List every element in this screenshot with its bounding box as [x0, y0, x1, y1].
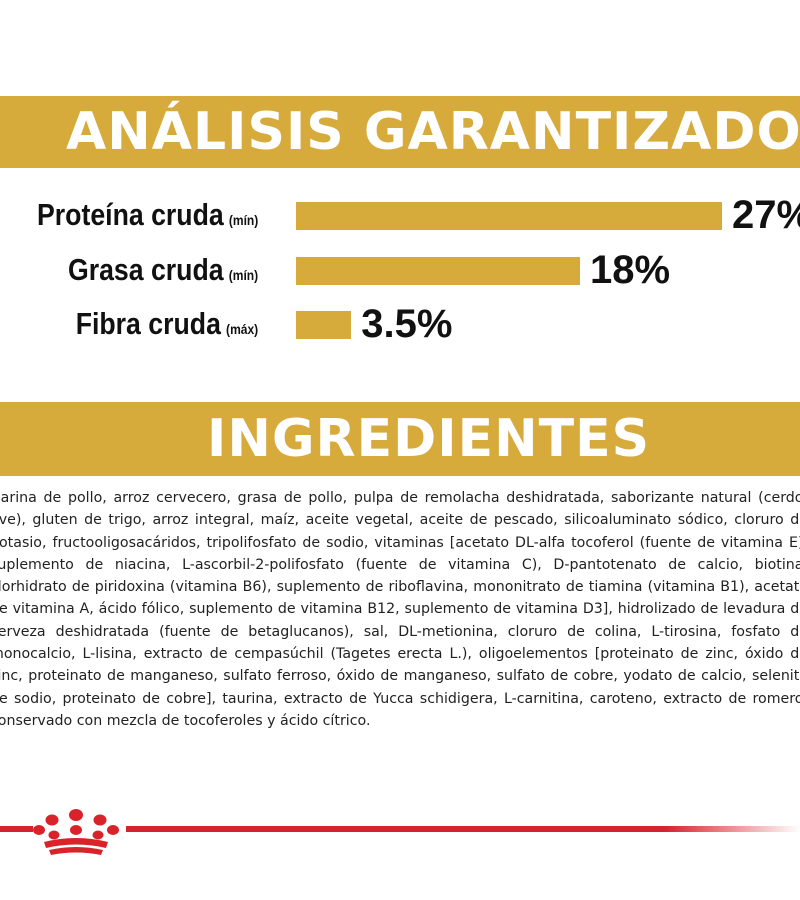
- ingredients-header-banner: INGREDIENTES: [0, 402, 800, 476]
- nutrient-qualifier: (mín): [228, 267, 258, 283]
- nutrient-name: Proteína cruda: [36, 197, 224, 232]
- nutrient-percentage: 18%: [590, 248, 671, 292]
- nutrient-bar: [296, 257, 580, 285]
- nutrient-qualifier: (mín): [228, 212, 258, 228]
- analysis-row-label: Proteína cruda (mín): [37, 195, 258, 241]
- nutrient-bar: [296, 202, 722, 230]
- analysis-row-protein: Proteína cruda(mín) 27%: [0, 195, 800, 235]
- footer-stripe-right: [126, 826, 800, 832]
- nutrient-percentage: 3.5%: [361, 302, 453, 346]
- analysis-title: ANÁLISIS GARANTIZADO: [66, 102, 800, 162]
- nutrient-name: Fibra cruda: [75, 306, 221, 341]
- analysis-row-label: Grasa cruda (mín): [68, 250, 258, 296]
- analysis-header-banner: ANÁLISIS GARANTIZADO: [0, 96, 800, 168]
- nutrient-percentage: 27%: [732, 193, 800, 237]
- royal-canin-crown-icon: [33, 809, 119, 855]
- nutrient-qualifier: (máx): [225, 321, 258, 337]
- footer-stripe-left: [0, 826, 33, 832]
- analysis-row-fiber: Fibra cruda (máx) 3.5%: [0, 304, 800, 344]
- analysis-row-fat: Grasa cruda (mín) 18%: [0, 250, 800, 290]
- ingredients-title: INGREDIENTES: [207, 409, 651, 469]
- nutrient-bar: [296, 311, 352, 339]
- analysis-row-label: Fibra cruda (máx): [76, 304, 258, 350]
- ingredients-list: Harina de pollo, arroz cervecero, grasa …: [0, 490, 800, 729]
- nutrient-name: Grasa cruda: [67, 252, 224, 287]
